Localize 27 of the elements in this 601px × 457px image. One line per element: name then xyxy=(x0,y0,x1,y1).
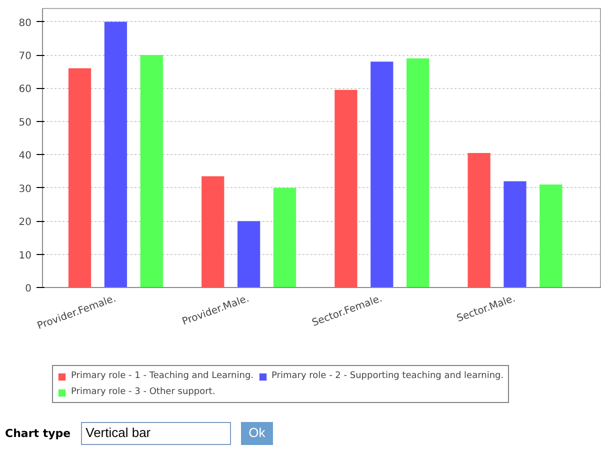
y-tick-label: 80 xyxy=(18,18,32,29)
bar xyxy=(68,68,92,288)
bar xyxy=(104,22,128,288)
y-tick-label: 0 xyxy=(25,284,32,294)
legend-label: Primary role - 2 - Supporting teaching and learning. xyxy=(272,370,504,382)
bar xyxy=(334,90,358,288)
bar xyxy=(237,221,260,288)
bar xyxy=(406,58,430,288)
legend-label: Primary role - 3 - Other support. xyxy=(71,386,216,398)
y-tick-label: 40 xyxy=(18,150,32,162)
y-tick-label: 50 xyxy=(18,117,32,128)
text: Vertical bar xyxy=(86,424,151,442)
bar xyxy=(370,62,394,288)
bar xyxy=(504,181,526,288)
bar xyxy=(468,152,490,288)
y-tick-label: 10 xyxy=(18,250,32,262)
bar xyxy=(273,188,296,288)
text: Chart type xyxy=(5,426,71,442)
bar xyxy=(202,176,224,288)
y-tick-label: 70 xyxy=(18,51,32,62)
bar xyxy=(540,184,562,288)
y-tick-label: 20 xyxy=(18,217,32,228)
y-tick-label: 30 xyxy=(18,184,32,195)
y-tick-label: 60 xyxy=(18,84,32,96)
bar xyxy=(140,55,163,288)
text: Ok xyxy=(248,424,266,442)
legend-label: Primary role - 1 - Teaching and Learning. xyxy=(71,370,254,382)
